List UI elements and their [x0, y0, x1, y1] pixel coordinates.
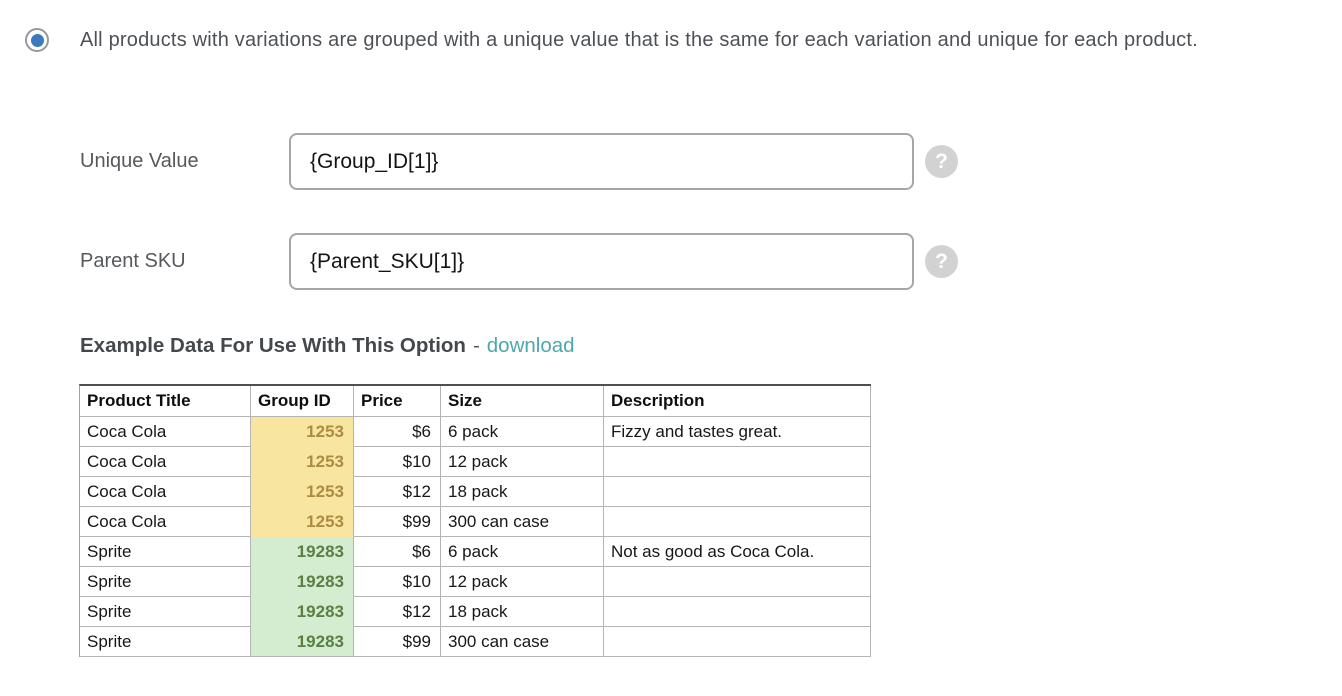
- cell-size: 18 pack: [441, 477, 604, 507]
- example-data-heading: Example Data For Use With This Option - do…: [80, 334, 575, 358]
- table-row: Coca Cola 1253 $99 300 can case: [80, 507, 871, 537]
- cell-product-title: Coca Cola: [80, 507, 251, 537]
- parent-sku-label: Parent SKU: [80, 250, 186, 272]
- cell-group-id: 1253: [251, 477, 354, 507]
- unique-value-label: Unique Value: [80, 150, 199, 172]
- column-header-price: Price: [354, 386, 441, 417]
- table-row: Coca Cola 1253 $12 18 pack: [80, 477, 871, 507]
- cell-description: Not as good as Coca Cola.: [604, 537, 871, 567]
- cell-size: 18 pack: [441, 597, 604, 627]
- cell-price: $6: [354, 537, 441, 567]
- cell-group-id: 19283: [251, 537, 354, 567]
- cell-size: 12 pack: [441, 567, 604, 597]
- table-row: Coca Cola 1253 $10 12 pack: [80, 447, 871, 477]
- cell-group-id: 19283: [251, 567, 354, 597]
- unique-value-input[interactable]: [289, 133, 914, 190]
- cell-price: $12: [354, 477, 441, 507]
- cell-description: Fizzy and tastes great.: [604, 417, 871, 447]
- help-icon-parent-sku[interactable]: ?: [925, 245, 958, 278]
- cell-size: 300 can case: [441, 627, 604, 657]
- cell-product-title: Coca Cola: [80, 417, 251, 447]
- cell-description: [604, 507, 871, 537]
- cell-size: 6 pack: [441, 537, 604, 567]
- cell-group-id: 1253: [251, 417, 354, 447]
- example-data-table: Product Title Group ID Price Size Descriptio…: [79, 384, 871, 657]
- table-header-row: Product Title Group ID Price Size Descriptio…: [80, 386, 871, 417]
- radio-grouped-unique-value[interactable]: [25, 28, 49, 52]
- cell-group-id: 19283: [251, 597, 354, 627]
- table-row: Sprite 19283 $6 6 pack Not as good as Coca C…: [80, 537, 871, 567]
- cell-price: $10: [354, 447, 441, 477]
- cell-product-title: Sprite: [80, 537, 251, 567]
- cell-size: 6 pack: [441, 417, 604, 447]
- radio-selected-dot: [30, 33, 44, 47]
- cell-description: [604, 597, 871, 627]
- cell-group-id: 1253: [251, 447, 354, 477]
- cell-product-title: Sprite: [80, 627, 251, 657]
- cell-size: 12 pack: [441, 447, 604, 477]
- cell-description: [604, 627, 871, 657]
- option-description: All products with variations are grouped…: [80, 29, 1198, 51]
- download-link[interactable]: download: [486, 334, 575, 357]
- help-icon-unique-value[interactable]: ?: [925, 145, 958, 178]
- column-header-size: Size: [441, 386, 604, 417]
- column-header-product-title: Product Title: [80, 386, 251, 417]
- cell-price: $10: [354, 567, 441, 597]
- cell-price: $6: [354, 417, 441, 447]
- cell-price: $12: [354, 597, 441, 627]
- column-header-group-id: Group ID: [251, 386, 354, 417]
- cell-size: 300 can case: [441, 507, 604, 537]
- parent-sku-input[interactable]: [289, 233, 914, 290]
- cell-description: [604, 477, 871, 507]
- cell-price: $99: [354, 507, 441, 537]
- cell-product-title: Coca Cola: [80, 447, 251, 477]
- table-row: Sprite 19283 $12 18 pack: [80, 597, 871, 627]
- example-data-title: Example Data For Use With This Option: [80, 334, 466, 357]
- cell-description: [604, 447, 871, 477]
- column-header-description: Description: [604, 386, 871, 417]
- cell-product-title: Coca Cola: [80, 477, 251, 507]
- table-row: Sprite 19283 $99 300 can case: [80, 627, 871, 657]
- cell-price: $99: [354, 627, 441, 657]
- cell-product-title: Sprite: [80, 567, 251, 597]
- cell-product-title: Sprite: [80, 597, 251, 627]
- table-row: Coca Cola 1253 $6 6 pack Fizzy and tastes gr…: [80, 417, 871, 447]
- cell-group-id: 1253: [251, 507, 354, 537]
- cell-group-id: 19283: [251, 627, 354, 657]
- heading-separator: -: [472, 334, 480, 357]
- cell-description: [604, 567, 871, 597]
- table-row: Sprite 19283 $10 12 pack: [80, 567, 871, 597]
